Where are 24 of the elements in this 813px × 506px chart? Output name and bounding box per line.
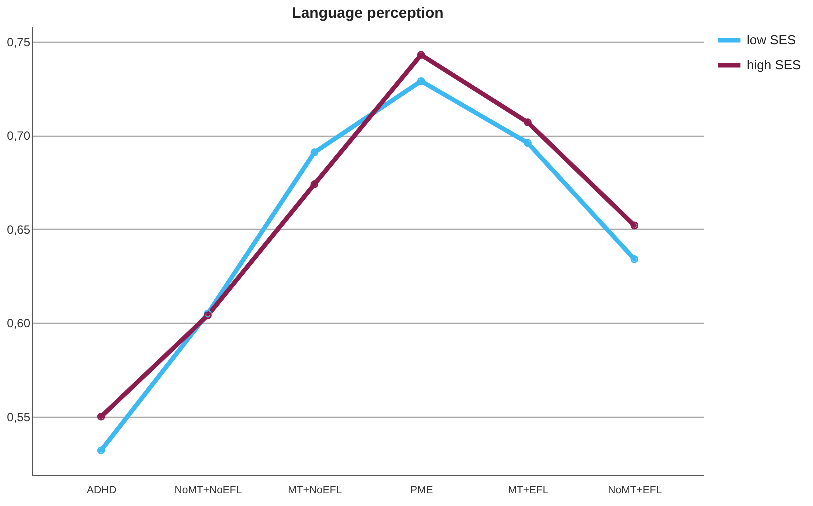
x-tick-label: PME xyxy=(410,484,434,496)
point xyxy=(524,139,532,148)
legend-label: low SES xyxy=(747,32,796,48)
point xyxy=(630,222,639,230)
y-tick-label: 0,60 xyxy=(7,316,31,331)
point xyxy=(310,180,319,188)
y-tick-label: 0,55 xyxy=(7,410,31,424)
x-tick-label: NoMT+EFL xyxy=(608,484,662,496)
y-tick-label: 0,70 xyxy=(7,129,31,144)
point xyxy=(417,77,426,86)
point xyxy=(630,256,639,264)
x-tick-label: MT+NoEFL xyxy=(288,484,342,496)
x-tick-label: ADHD xyxy=(86,484,118,496)
y-tick-label: 0,65 xyxy=(7,222,31,237)
point xyxy=(97,446,106,455)
y-tick-label: 0,75 xyxy=(7,35,31,50)
point xyxy=(310,148,319,156)
point xyxy=(417,51,426,60)
x-tick-label: NoMT+NoEFL xyxy=(174,484,242,496)
point xyxy=(524,118,532,127)
point xyxy=(97,412,106,421)
chart-title: Language perception xyxy=(292,5,444,22)
x-tick-label: MT+EFL xyxy=(508,484,549,496)
legend-label: high SES xyxy=(747,58,802,72)
